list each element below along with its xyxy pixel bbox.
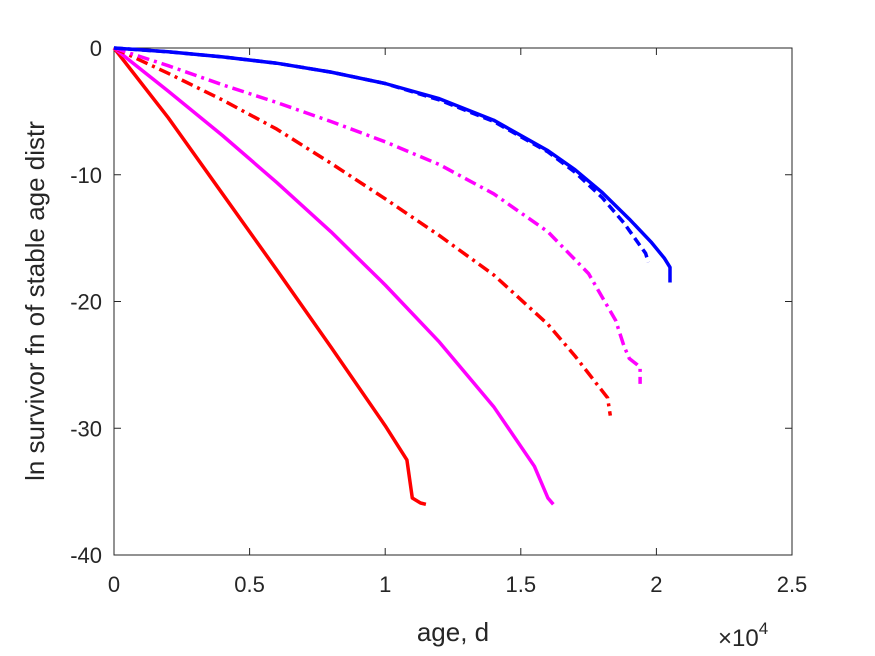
x-exponent-label: ×104: [718, 619, 768, 652]
x-tick-label: 2: [650, 572, 662, 597]
series-line-3: [113, 46, 613, 416]
y-axis-label: ln survivor fn of stable age distr: [20, 121, 50, 481]
tick-labels: 0 0.5 1 1.5 2 2.5 0 -10 -20 -30 -40: [70, 36, 807, 597]
x-tick-label: 1: [379, 572, 391, 597]
x-tick-label: 0: [108, 572, 120, 597]
series-line-6: [113, 46, 672, 283]
series-lines: [112, 46, 672, 507]
series-line-2: [112, 46, 555, 506]
series-line-4: [113, 46, 642, 384]
x-exponent-power: 4: [759, 619, 768, 638]
y-tick-label: 0: [90, 36, 102, 61]
plot-area: [113, 47, 793, 556]
x-axis-label: age, d: [417, 617, 489, 647]
series-line-1: [112, 46, 427, 507]
y-tick-label: -30: [70, 416, 102, 441]
y-tick-label: -40: [70, 543, 102, 568]
x-tick-label: 0.5: [234, 572, 265, 597]
x-exponent-base: ×10: [718, 625, 759, 652]
y-tick-label: -10: [70, 163, 102, 188]
y-tick-label: -20: [70, 290, 102, 315]
x-tick-label: 1.5: [506, 572, 537, 597]
x-tick-label: 2.5: [777, 572, 808, 597]
